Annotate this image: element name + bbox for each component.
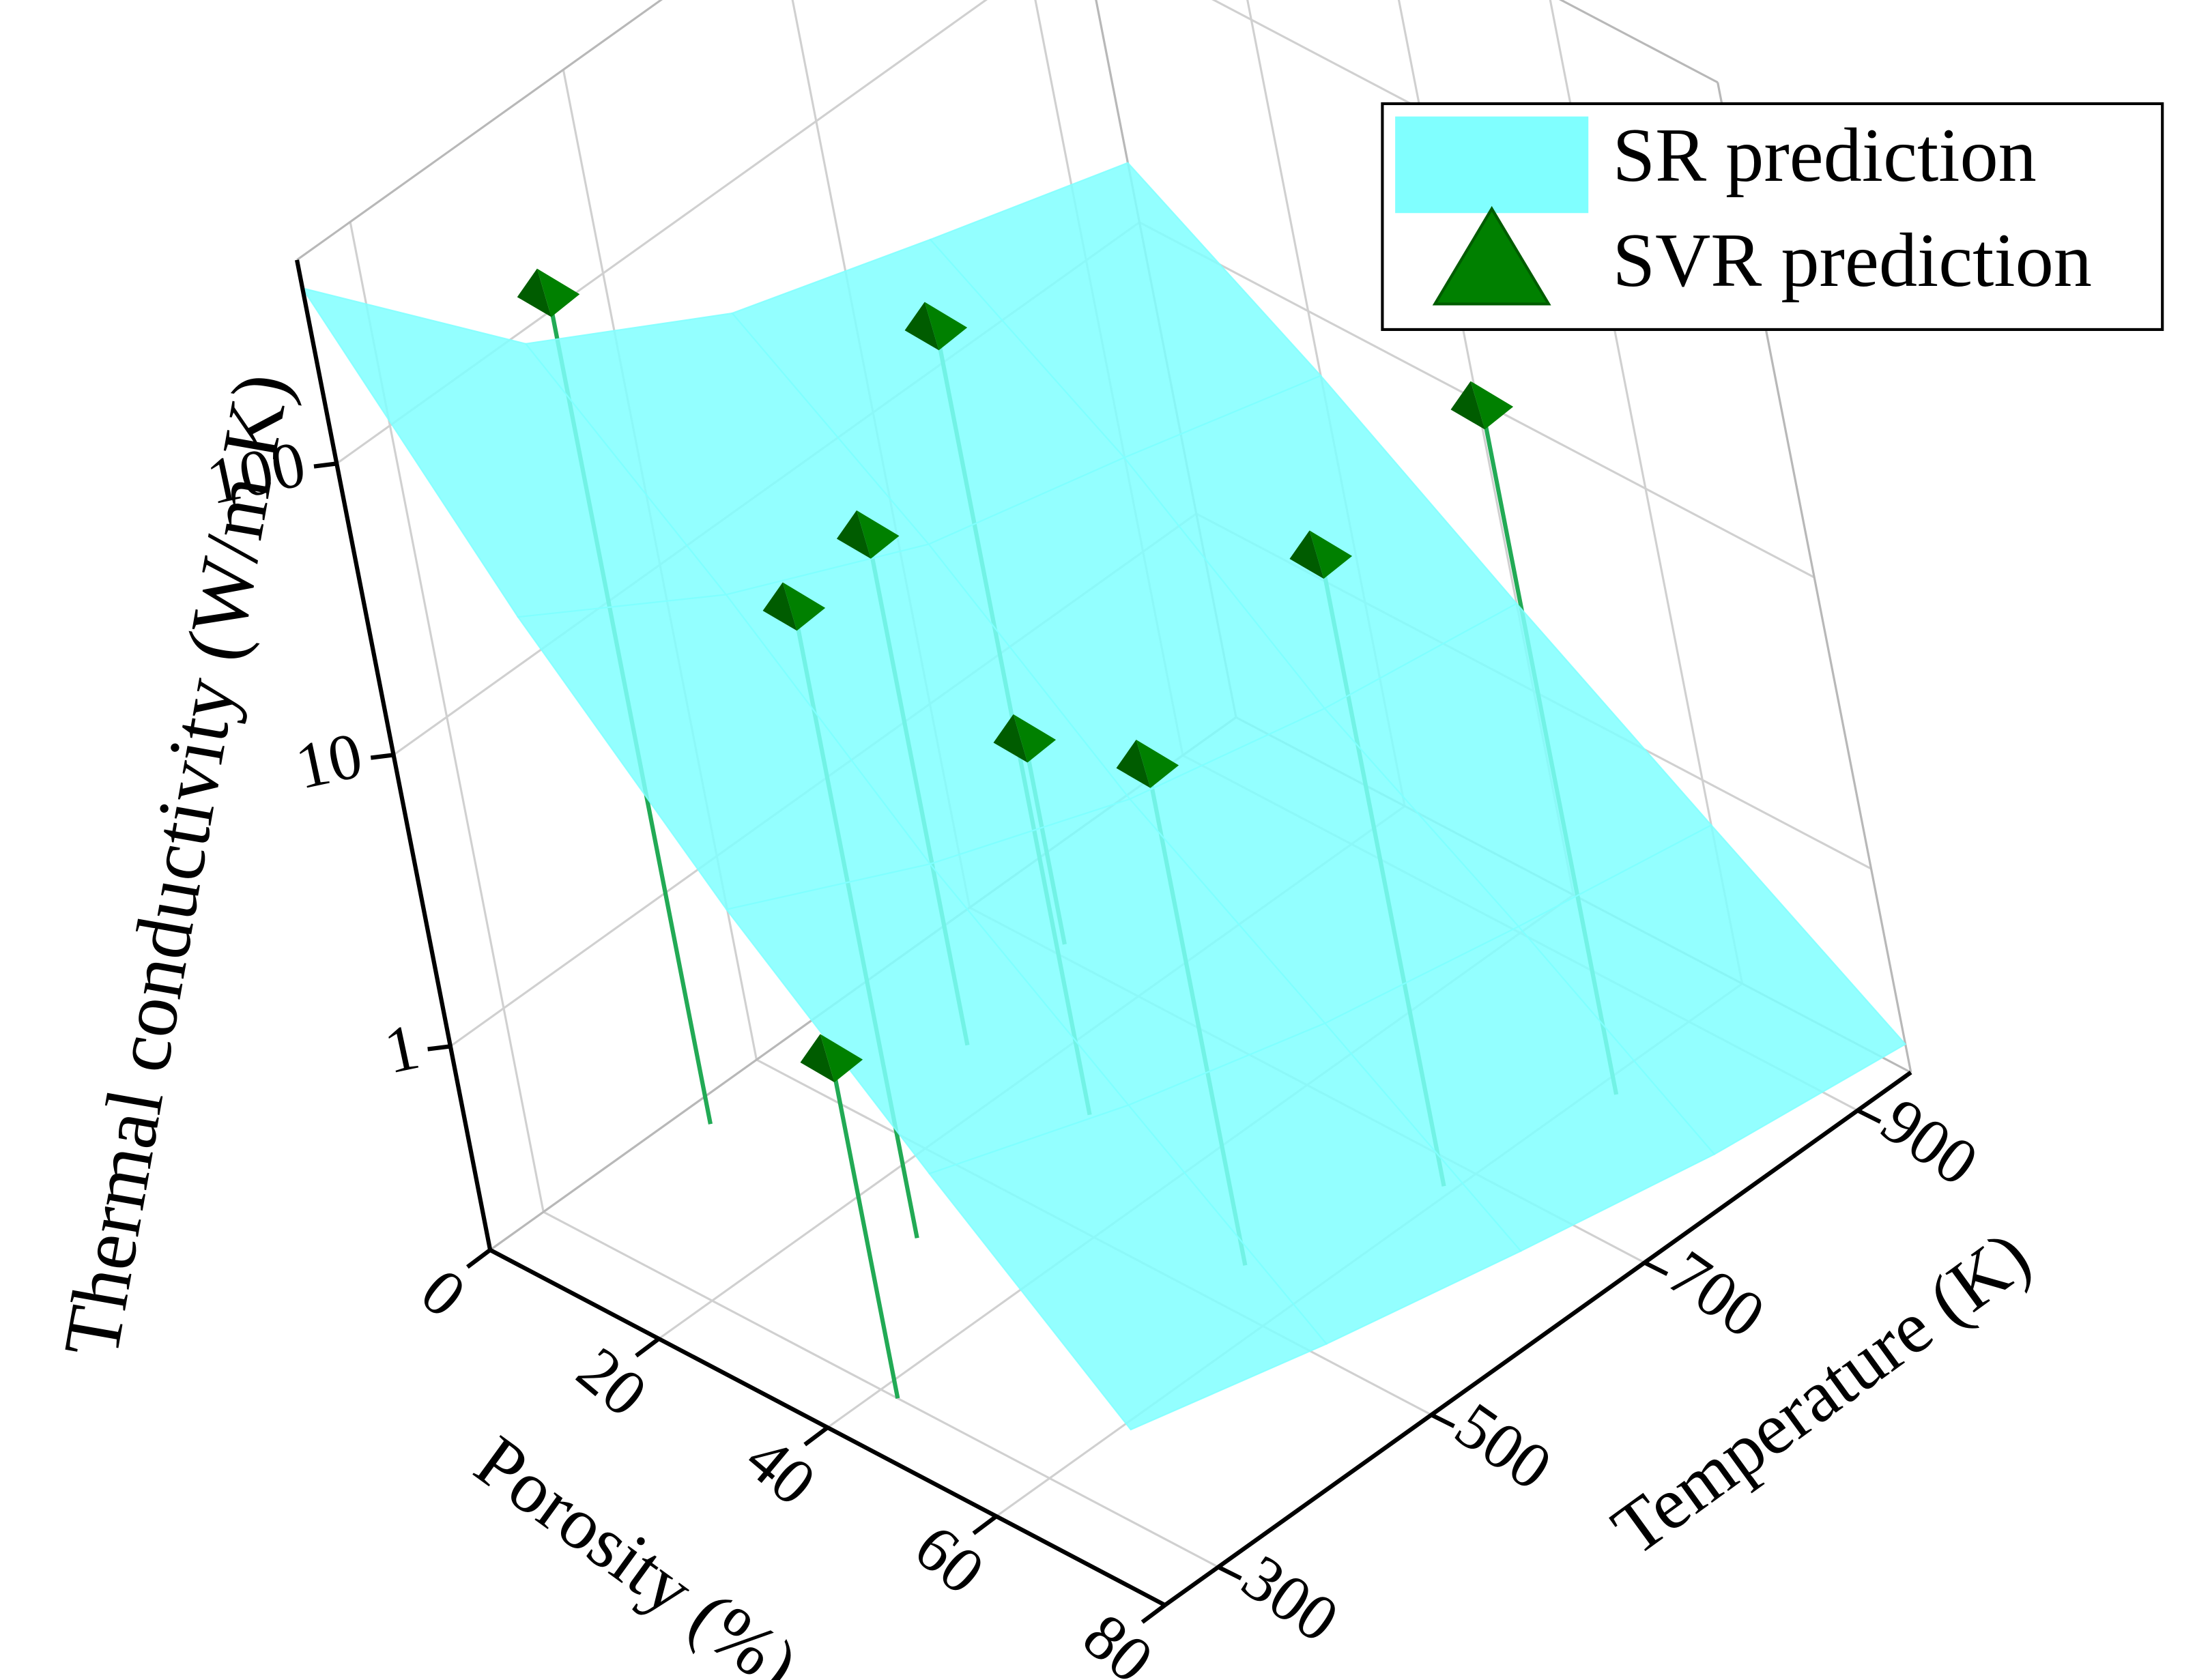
y-tick-label: 500	[1443, 1389, 1564, 1504]
plot-area: Thermal conductivity (W/m K) Porosity (%…	[47, 0, 2164, 1680]
surface-patch	[1517, 824, 1907, 1155]
stem	[832, 1073, 900, 1399]
marker-face	[517, 268, 551, 317]
tick-mark	[1140, 1603, 1166, 1624]
marker-face	[1116, 740, 1151, 788]
marker-face	[1289, 530, 1324, 579]
marker-face	[1450, 381, 1485, 430]
tick-mark	[972, 1514, 998, 1535]
marker-face	[836, 510, 871, 559]
legend-swatch	[1432, 205, 1551, 306]
marker-face	[1309, 530, 1353, 579]
tick-mark	[370, 753, 394, 760]
z-axis-title: Thermal conductivity (W/m K)	[47, 367, 307, 1363]
marker-face	[782, 582, 826, 631]
y-axis-title: Temperature (K)	[1598, 1215, 2045, 1571]
tick-mark	[313, 461, 337, 469]
tick-mark	[1644, 1260, 1669, 1276]
y-tick-label: 700	[1656, 1236, 1777, 1352]
y-tick-label: 300	[1229, 1541, 1351, 1656]
marker-face	[1136, 740, 1179, 788]
tick-mark	[1217, 1565, 1242, 1580]
legend-swatch	[1395, 116, 1589, 214]
marker-face	[993, 714, 1028, 763]
marker-face	[1013, 714, 1057, 763]
z-tick-label: 10	[289, 719, 369, 803]
marker-face	[762, 582, 797, 631]
tick-mark	[1430, 1413, 1455, 1428]
y-tick-label: 900	[1869, 1084, 1990, 1200]
marker-face	[904, 302, 939, 351]
grid-line	[543, 1211, 1219, 1568]
tick-mark	[1856, 1108, 1882, 1124]
tick-mark	[635, 1337, 661, 1358]
marker-face	[924, 302, 968, 351]
tick-mark	[803, 1425, 829, 1447]
tick-mark	[427, 1044, 451, 1052]
marker-face	[800, 1034, 835, 1083]
box-edge	[1558, 0, 1719, 84]
box-edge	[296, 0, 663, 261]
marker-face	[536, 268, 580, 317]
x-tick-label: 80	[1070, 1599, 1166, 1680]
legend-label: SVR prediction	[1613, 218, 2092, 303]
marker-face	[857, 510, 900, 559]
x-tick-label: 0	[407, 1255, 479, 1331]
tick-mark	[465, 1248, 492, 1269]
z-tick-label: 1	[378, 1010, 425, 1088]
legend-label: SR prediction	[1613, 113, 2037, 198]
marker-face	[1470, 381, 1514, 430]
axis-line	[1164, 1071, 1912, 1607]
